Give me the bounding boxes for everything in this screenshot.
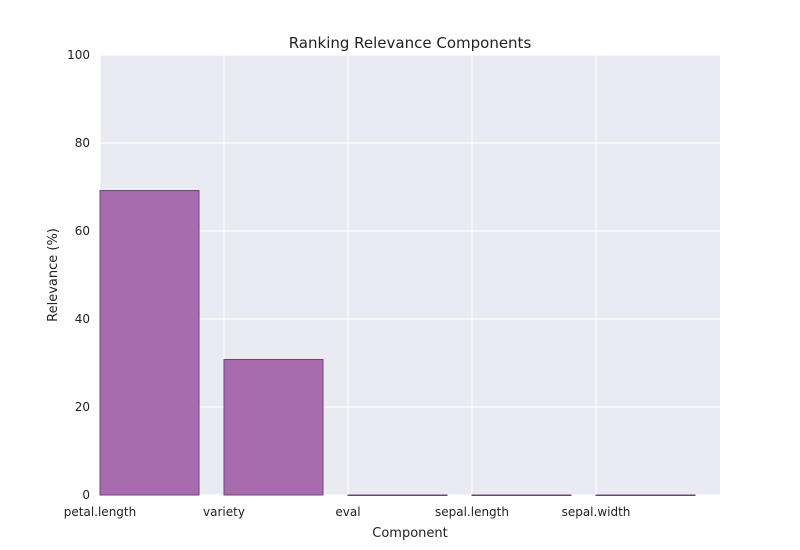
y-tick-label: 20 <box>75 400 90 414</box>
bars <box>99 190 696 496</box>
x-tick-label: eval <box>335 505 360 519</box>
x-tick-label: variety <box>203 505 245 519</box>
bar-sepal-width <box>595 494 696 496</box>
x-tick-labels: petal.length variety eval sepal.length sepal… <box>64 505 631 519</box>
y-tick-label: 0 <box>82 488 90 502</box>
bar-variety <box>223 358 324 496</box>
bar-eval <box>347 494 448 496</box>
y-axis-label: Relevance (%) <box>46 228 61 322</box>
chart-title: Ranking Relevance Components <box>289 34 532 52</box>
bar-petal-length <box>99 190 200 496</box>
x-tick-label: sepal.length <box>435 505 509 519</box>
y-tick-labels: 0 20 40 60 80 100 <box>67 48 90 502</box>
bar-sepal-length <box>471 494 572 496</box>
x-tick-label: sepal.width <box>562 505 631 519</box>
plot-area <box>100 55 720 495</box>
y-tick-label: 100 <box>67 48 90 62</box>
grid-lines <box>99 54 720 496</box>
y-tick-label: 40 <box>75 312 90 326</box>
x-tick-label: petal.length <box>64 505 136 519</box>
x-axis-label: Component <box>372 526 447 541</box>
y-tick-label: 80 <box>75 136 90 150</box>
y-tick-label: 60 <box>75 224 90 238</box>
